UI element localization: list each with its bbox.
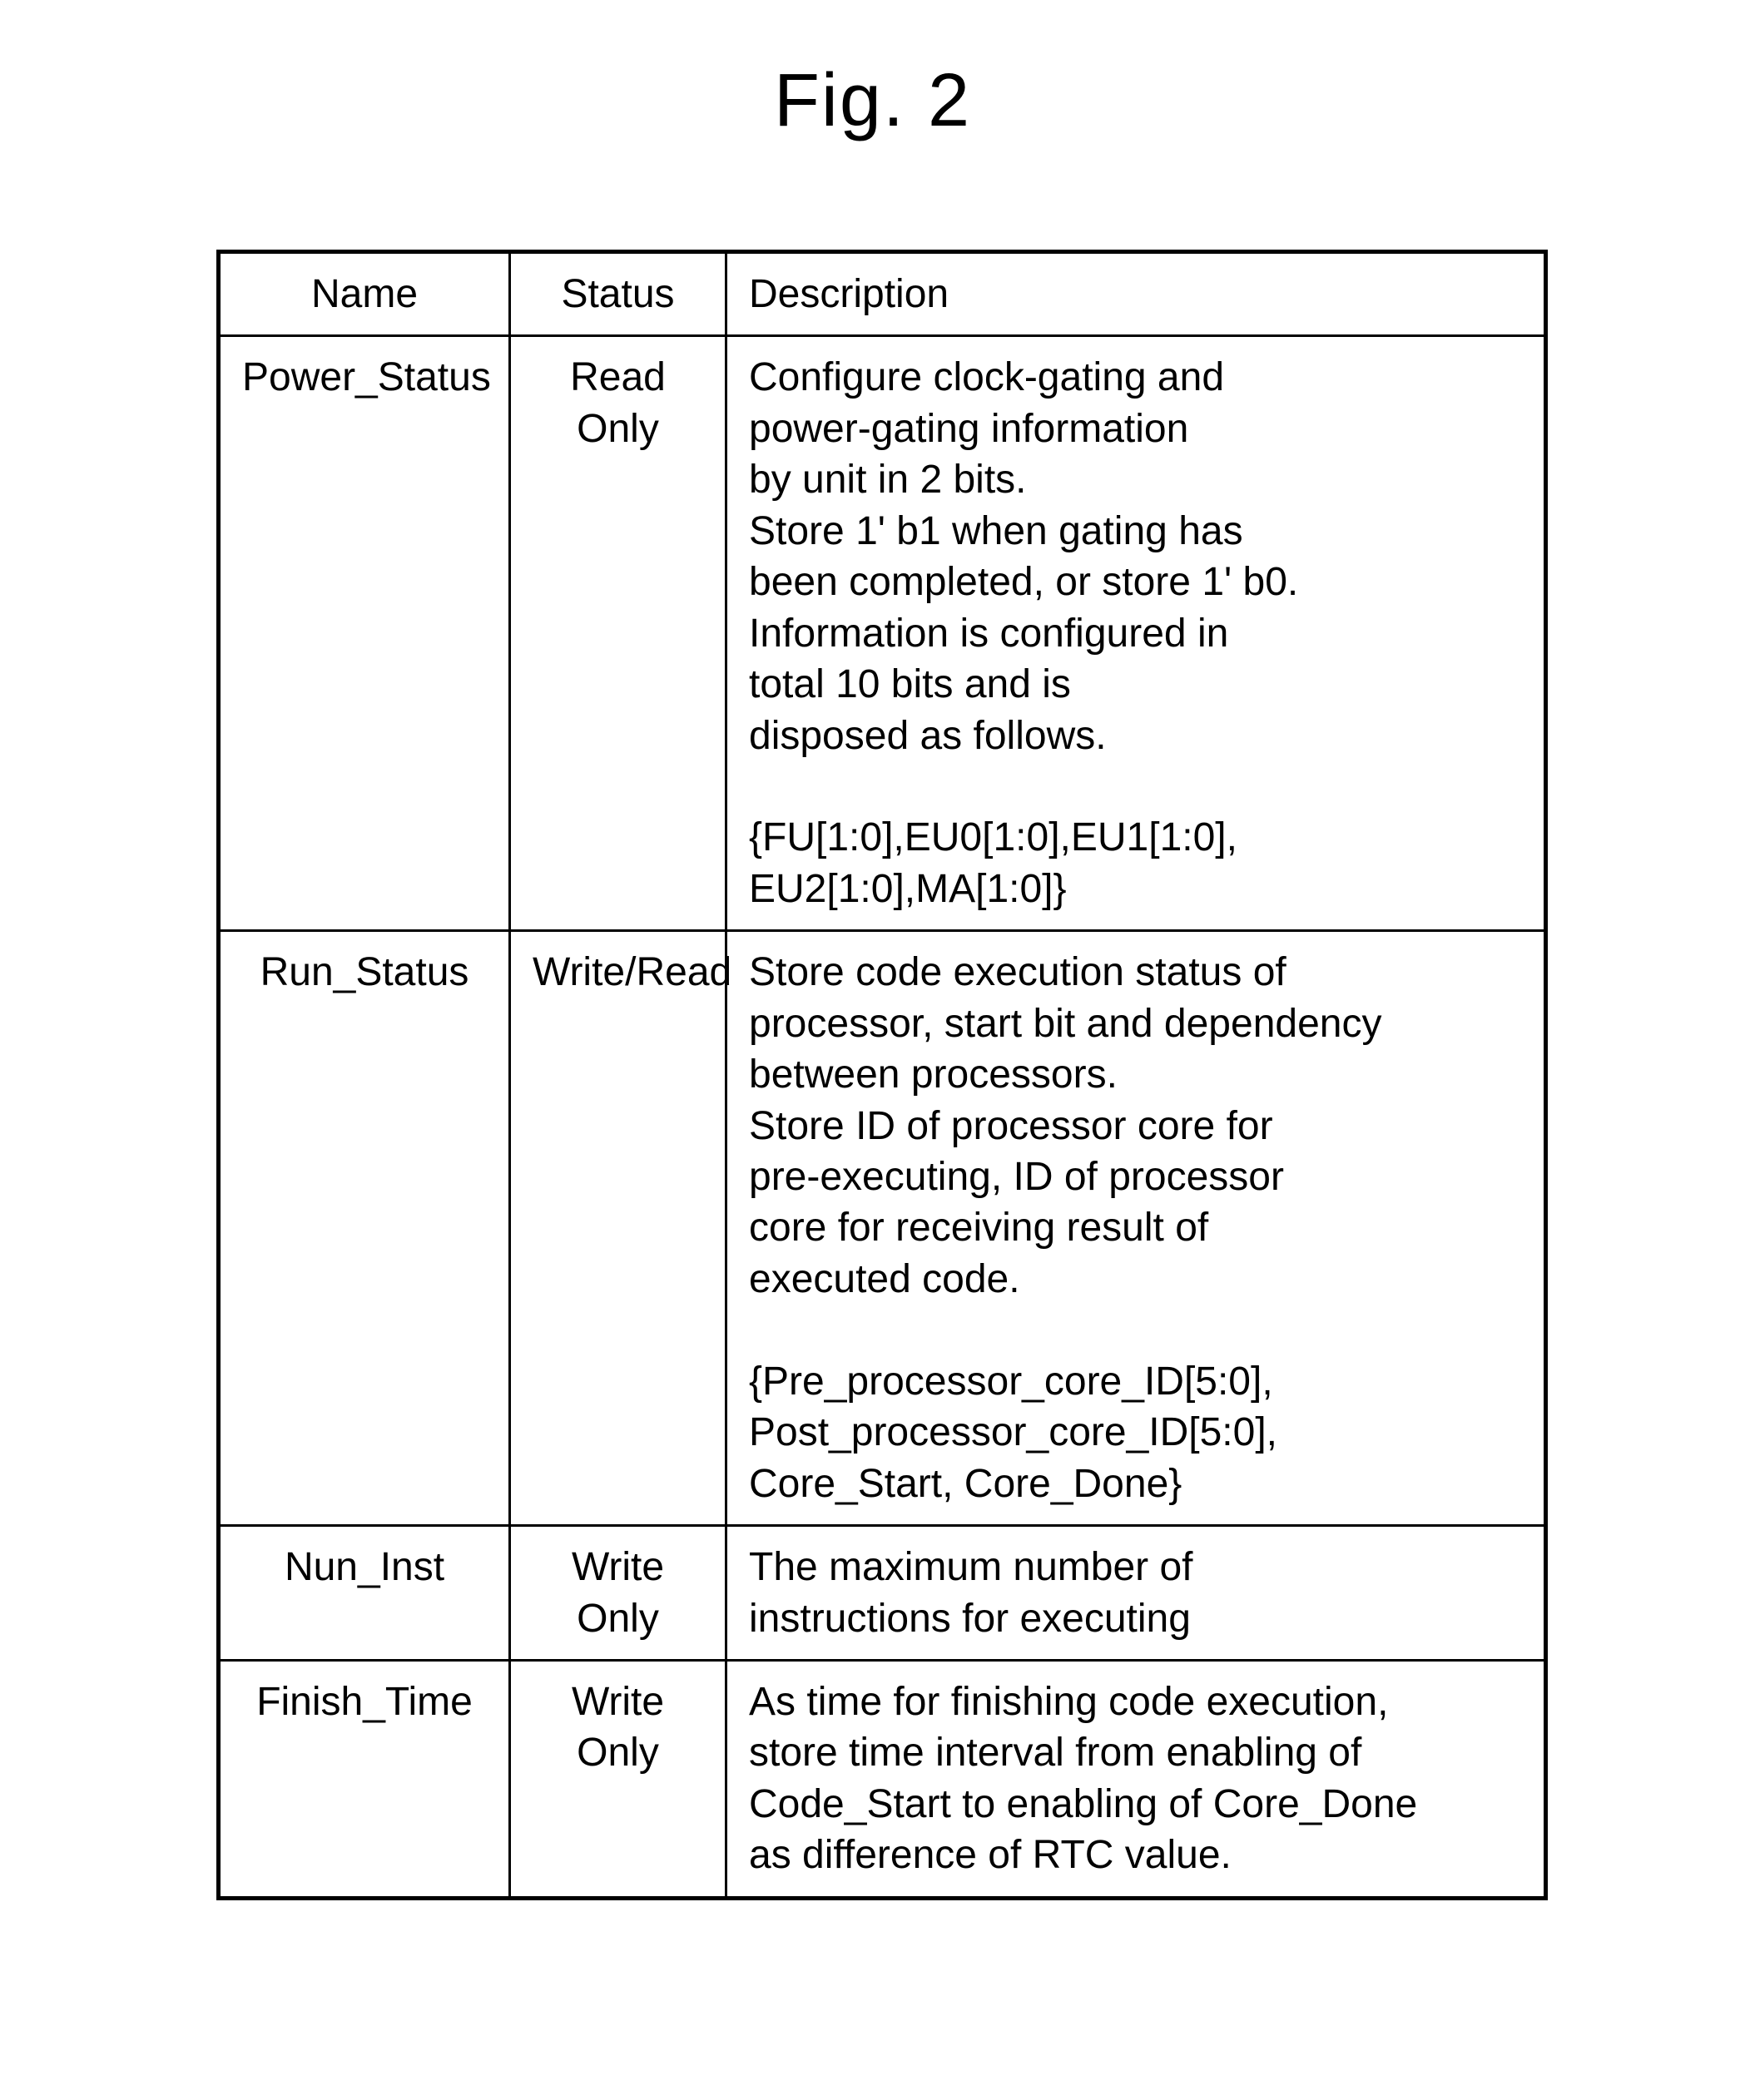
cell-status: Read Only [510, 336, 726, 931]
desc-paragraph: {Pre_processor_core_ID[5:0], Post_proces… [749, 1356, 1522, 1509]
cell-status: Write Only [510, 1660, 726, 1898]
col-header-name: Name [219, 252, 510, 336]
table-row: Finish_Time Write Only As time for finis… [219, 1660, 1546, 1898]
desc-paragraph: Store code execution status of processor… [749, 947, 1522, 1305]
cell-status: Write Only [510, 1526, 726, 1661]
desc-paragraph: As time for finishing code execution, st… [749, 1677, 1522, 1881]
col-header-description: Description [726, 252, 1546, 336]
desc-paragraph: {FU[1:0],EU0[1:0],EU1[1:0], EU2[1:0],MA[… [749, 812, 1522, 914]
table-row: Nun_Inst Write Only The maximum number o… [219, 1526, 1546, 1661]
table-row: Run_Status Write/Read Store code executi… [219, 931, 1546, 1526]
cell-name: Run_Status [219, 931, 510, 1526]
register-table: Name Status Description Power_Status Rea… [216, 250, 1548, 1900]
cell-description: Store code execution status of processor… [726, 931, 1546, 1526]
desc-paragraph: The maximum number of instructions for e… [749, 1542, 1522, 1644]
table-row: Power_Status Read Only Configure clock-g… [219, 336, 1546, 931]
cell-name: Nun_Inst [219, 1526, 510, 1661]
cell-name: Power_Status [219, 336, 510, 931]
cell-name: Finish_Time [219, 1660, 510, 1898]
cell-description: Configure clock-gating and power-gating … [726, 336, 1546, 931]
page: Fig. 2 Name Status Description Power_Sta… [0, 0, 1745, 2100]
table-header-row: Name Status Description [219, 252, 1546, 336]
cell-description: The maximum number of instructions for e… [726, 1526, 1546, 1661]
col-header-status: Status [510, 252, 726, 336]
cell-status: Write/Read [510, 931, 726, 1526]
figure-title: Fig. 2 [0, 58, 1745, 144]
desc-paragraph: Configure clock-gating and power-gating … [749, 352, 1522, 761]
cell-description: As time for finishing code execution, st… [726, 1660, 1546, 1898]
